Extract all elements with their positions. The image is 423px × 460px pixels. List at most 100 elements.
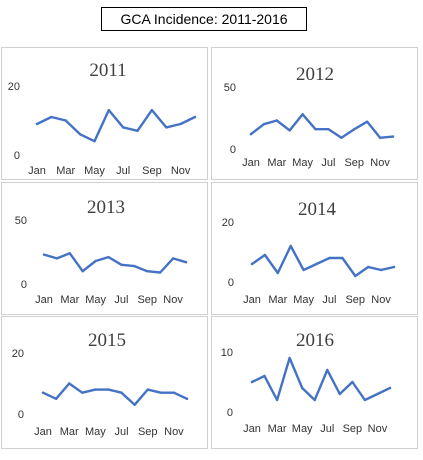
x-tick-label: Jul — [114, 294, 128, 306]
x-tick-label: Nov — [368, 423, 388, 435]
data-point — [338, 392, 342, 396]
x-tick-label: Sep — [142, 165, 162, 177]
data-point — [78, 133, 82, 136]
data-point — [249, 132, 253, 136]
chart-2011: 2011 0 20 Jan Mar May Jul Sep Nov — [8, 60, 197, 177]
data-point — [41, 391, 45, 394]
y-tick-label: 0 — [21, 279, 27, 291]
data-point — [388, 386, 392, 390]
x-tick-label: Mar — [60, 426, 79, 438]
x-tick-label: Nov — [370, 157, 390, 169]
x-tick-label: Nov — [371, 294, 391, 306]
chart-panel-2013: 2013 0 50 Jan Mar May Jul Sep Nov — [1, 182, 208, 315]
y-tick-label: 20 — [12, 348, 24, 360]
data-point — [158, 271, 162, 274]
x-tick-label: Jul — [322, 294, 336, 306]
chart-panel-2011: 2011 0 20 Jan Mar May Jul Sep Nov — [1, 47, 208, 180]
data-point — [136, 129, 139, 133]
data-point — [327, 127, 330, 131]
data-point — [301, 113, 304, 116]
data-point — [354, 274, 357, 278]
x-tick-label: May — [292, 423, 313, 435]
chart-2015: 2015 0 20 Jan Mar May Jul Sep Nov — [12, 330, 189, 438]
data-point — [94, 259, 97, 263]
chart-2012: 2012 0 50 Jan Mar May Jul Sep Nov — [224, 64, 395, 169]
x-tick-label: May — [293, 294, 314, 306]
data-point — [172, 391, 176, 394]
data-point — [185, 397, 189, 400]
data-point — [340, 136, 343, 140]
data-point — [133, 403, 136, 407]
data-point — [146, 270, 149, 273]
x-tick-label: May — [85, 426, 106, 438]
data-point — [67, 382, 71, 385]
x-tick-label: May — [292, 157, 313, 169]
data-point — [54, 397, 58, 400]
chart-title: 2014 — [298, 199, 337, 220]
data-point — [326, 368, 329, 372]
series-line — [41, 382, 189, 407]
data-point — [120, 263, 123, 266]
x-tick-label: Sep — [344, 157, 364, 169]
data-point — [276, 271, 280, 275]
x-tick-label: Sep — [137, 294, 157, 306]
x-tick-label: Mar — [60, 294, 79, 306]
data-point — [250, 380, 254, 384]
data-point — [184, 261, 188, 264]
data-point — [64, 119, 67, 122]
data-point — [315, 262, 318, 266]
y-tick-label: 0 — [14, 150, 20, 162]
data-point — [300, 386, 304, 390]
series-line — [42, 252, 188, 274]
data-point — [121, 126, 125, 129]
x-tick-label: Jul — [115, 426, 129, 438]
series-line — [250, 356, 392, 402]
chart-2016: 2016 0 10 Jan Mar May Jul Sep Nov — [221, 330, 392, 435]
data-point — [250, 262, 254, 266]
data-point — [107, 108, 111, 112]
chart-title: 2013 — [87, 197, 125, 218]
chart-2013: 2013 0 50 Jan Mar May Jul Sep Nov — [15, 197, 188, 306]
x-tick-label: Jul — [116, 165, 130, 177]
y-tick-label: 50 — [224, 82, 236, 94]
data-point — [289, 244, 292, 248]
chart-title: 2011 — [89, 60, 126, 81]
x-tick-label: May — [85, 294, 106, 306]
data-point — [150, 108, 154, 112]
data-point — [288, 356, 291, 360]
series-line — [35, 108, 197, 143]
data-point — [263, 253, 267, 257]
y-tick-label: 0 — [227, 407, 233, 419]
data-point — [378, 136, 382, 140]
y-tick-label: 0 — [228, 277, 234, 289]
data-point — [313, 398, 316, 402]
data-point — [263, 374, 266, 378]
chart-title: 2012 — [296, 64, 334, 85]
chart-panel-2014: 2014 0 20 Jan Mar May Jul Sep Nov — [211, 182, 418, 315]
x-tick-label: Nov — [164, 426, 184, 438]
y-tick-label: 20 — [8, 81, 20, 93]
data-point — [379, 268, 383, 272]
y-tick-label: 0 — [230, 144, 236, 156]
data-point — [179, 122, 182, 126]
data-point — [107, 388, 110, 391]
data-point — [68, 252, 72, 255]
data-point — [366, 265, 370, 269]
data-point — [165, 126, 168, 129]
data-point — [314, 127, 317, 131]
data-point — [120, 391, 123, 394]
chart-panel-2012: 2012 0 50 Jan Mar May Jul Sep Nov — [211, 47, 418, 180]
y-tick-label: 20 — [222, 217, 234, 229]
x-tick-label: Sep — [138, 426, 158, 438]
data-point — [93, 140, 96, 143]
x-tick-label: May — [84, 165, 105, 177]
data-point — [94, 388, 97, 391]
data-point — [275, 398, 279, 402]
data-point — [392, 265, 396, 269]
x-tick-label: Mar — [267, 157, 286, 169]
y-tick-label: 50 — [15, 215, 27, 227]
data-point — [262, 123, 266, 126]
data-point — [81, 391, 84, 394]
data-point — [133, 264, 136, 268]
x-tick-label: Jan — [242, 157, 260, 169]
